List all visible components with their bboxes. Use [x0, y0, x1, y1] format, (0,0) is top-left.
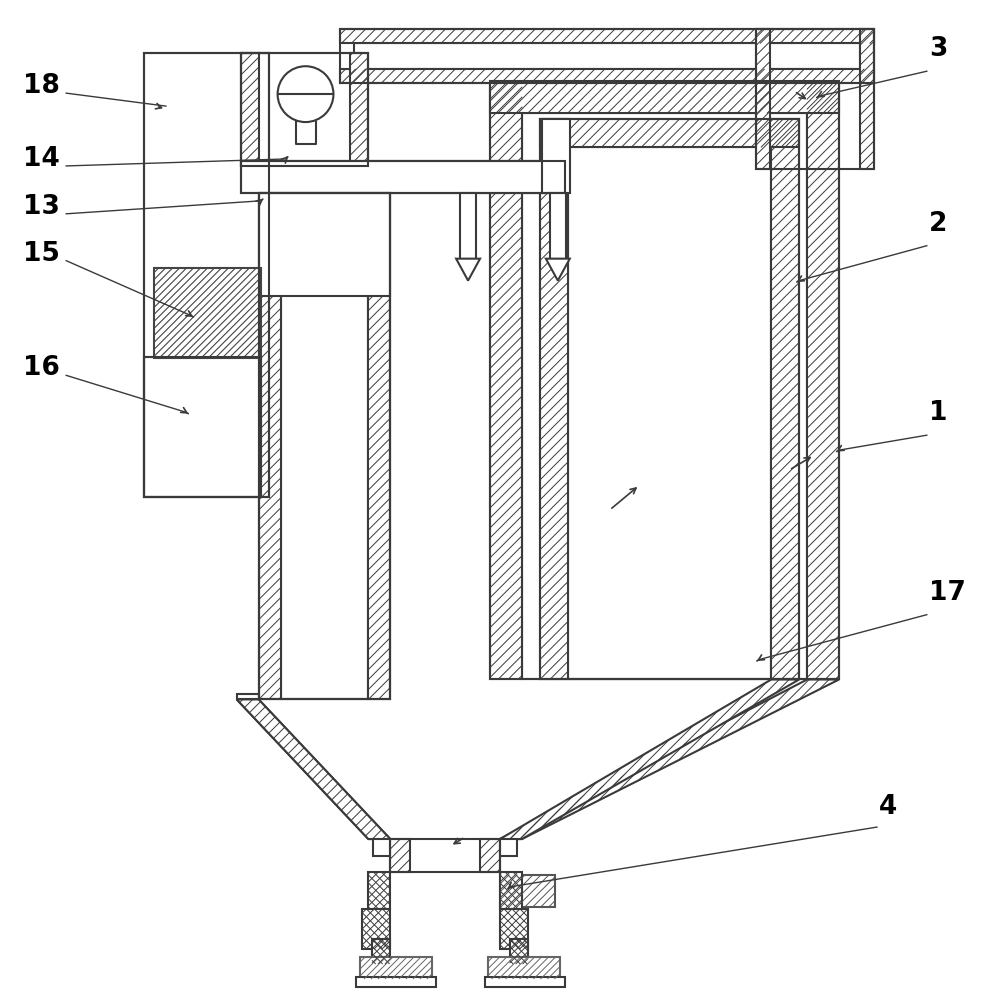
Bar — [368, 193, 390, 699]
Bar — [281, 193, 368, 699]
Polygon shape — [546, 259, 570, 281]
Bar — [258, 193, 390, 699]
Bar — [757, 29, 874, 169]
Bar — [540, 119, 568, 679]
Bar — [500, 909, 528, 949]
Bar — [355, 43, 860, 69]
Bar — [485, 977, 565, 987]
Bar — [341, 29, 874, 83]
Text: 1: 1 — [928, 400, 947, 426]
Bar — [144, 357, 260, 497]
Bar — [500, 839, 517, 856]
Bar — [490, 81, 839, 679]
Bar — [258, 193, 390, 296]
Bar — [757, 29, 771, 169]
Bar — [540, 119, 799, 679]
Text: 17: 17 — [928, 580, 965, 606]
Bar — [236, 694, 258, 699]
Bar — [144, 357, 260, 497]
Bar — [522, 113, 807, 679]
Text: 15: 15 — [23, 241, 61, 267]
Bar — [490, 81, 839, 113]
Text: 16: 16 — [23, 355, 61, 381]
Bar — [500, 872, 522, 909]
Polygon shape — [500, 679, 799, 839]
Bar — [258, 193, 390, 699]
Bar — [362, 909, 390, 949]
Bar — [500, 875, 555, 907]
Bar — [540, 119, 799, 147]
Bar — [240, 53, 368, 166]
Bar — [490, 81, 522, 679]
Bar — [542, 119, 570, 193]
Text: 13: 13 — [23, 194, 61, 220]
Bar — [368, 872, 390, 909]
Bar — [480, 839, 500, 872]
Polygon shape — [236, 699, 390, 839]
Bar — [154, 268, 260, 358]
Bar — [373, 839, 390, 856]
Bar — [240, 53, 368, 166]
Bar — [772, 119, 799, 679]
Bar — [488, 957, 560, 979]
Bar — [356, 977, 436, 987]
Bar — [460, 193, 476, 259]
Bar — [510, 939, 528, 964]
Bar — [240, 161, 565, 193]
Bar — [550, 193, 566, 259]
Bar — [351, 53, 368, 166]
Polygon shape — [500, 679, 839, 839]
Bar — [360, 957, 432, 979]
Bar — [807, 81, 839, 679]
Bar — [258, 161, 565, 193]
Polygon shape — [236, 699, 390, 839]
Text: 4: 4 — [879, 794, 898, 820]
Bar — [860, 29, 874, 169]
Bar — [390, 839, 500, 872]
Bar — [341, 29, 874, 43]
Bar — [144, 53, 269, 497]
Bar — [568, 147, 772, 679]
Bar — [372, 939, 390, 964]
Bar — [144, 53, 269, 497]
Text: 3: 3 — [928, 36, 947, 62]
Bar — [341, 69, 874, 83]
Bar — [240, 161, 565, 193]
Polygon shape — [456, 259, 480, 281]
Bar — [390, 839, 410, 872]
Bar — [240, 53, 258, 166]
Bar — [258, 193, 281, 699]
Text: 14: 14 — [23, 146, 61, 172]
Text: 2: 2 — [928, 211, 947, 237]
Text: 18: 18 — [23, 73, 61, 99]
